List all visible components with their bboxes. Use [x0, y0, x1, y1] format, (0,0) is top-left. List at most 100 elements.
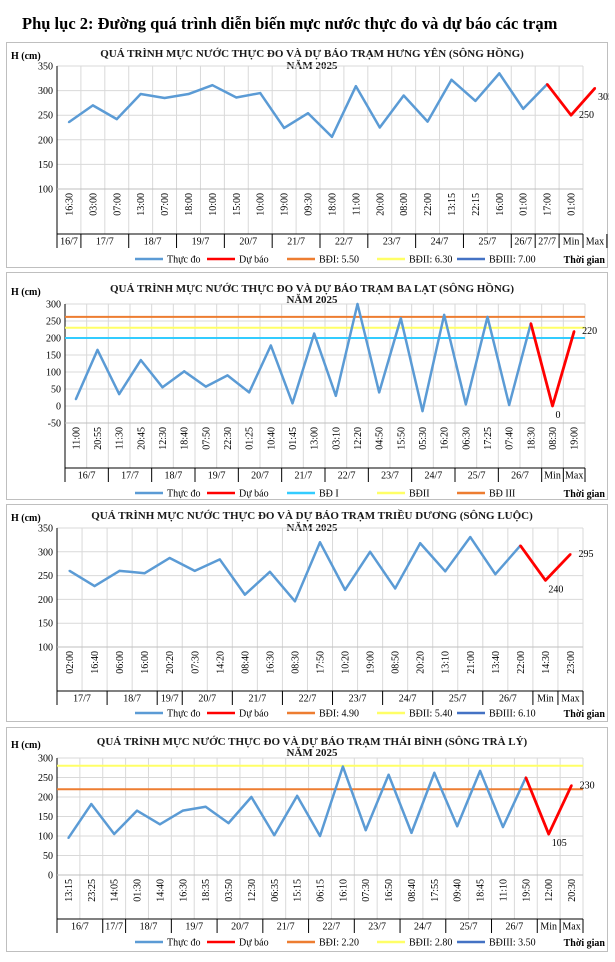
data-point-observed [93, 584, 96, 588]
data-point-observed [139, 92, 142, 96]
data-point-observed [226, 374, 229, 377]
chart-title: QUÁ TRÌNH MỰC NƯỚC THỰC ĐO VÀ DỰ BÁO TRẠ… [100, 47, 524, 60]
x-time-label: 20:20 [165, 651, 176, 674]
date-group-label: 20/7 [198, 694, 216, 705]
y-tick-label: 100 [38, 185, 53, 196]
series-line-forecast [529, 323, 576, 408]
data-point-observed [364, 829, 367, 832]
data-point-observed [318, 541, 322, 544]
legend-label: Thực đo [167, 709, 200, 720]
x-time-label: 08:40 [240, 651, 251, 674]
data-point-observed [399, 317, 402, 320]
x-time-label: 10:00 [256, 193, 267, 216]
x-time-label: 08:40 [407, 879, 418, 902]
legend-label: Dự báo [239, 938, 269, 949]
x-time-label: 11:00 [351, 193, 362, 215]
x-time-label: 08:50 [391, 651, 402, 674]
x-time-label: 17:55 [430, 879, 441, 902]
data-point-observed [211, 84, 214, 87]
chart-svg: QUÁ TRÌNH MỰC NƯỚC THỰC ĐO VÀ DỰ BÁO TRẠ… [11, 282, 605, 500]
date-group-label: Max [562, 922, 580, 933]
date-group-label: 18/7 [164, 471, 182, 482]
data-point-observed [74, 398, 77, 401]
y-tick-label: 300 [46, 300, 61, 311]
legend-label: BĐIII: 6.10 [489, 709, 536, 720]
data-point-observed [269, 344, 272, 347]
x-time-label: 07:40 [505, 427, 516, 450]
data-point-forecast [569, 114, 573, 117]
chart-panel-thai-binh: QUÁ TRÌNH MỰC NƯỚC THỰC ĐO VÀ DỰ BÁO TRẠ… [6, 727, 608, 952]
x-time-label: 15:00 [232, 193, 243, 216]
data-point-observed [501, 825, 505, 829]
x-time-label: 20:20 [416, 651, 427, 674]
legend-label: Thực đo [167, 489, 200, 500]
data-point-observed [90, 802, 93, 806]
y-tick-label: 150 [38, 619, 53, 630]
date-group-label: 25/7 [449, 694, 467, 705]
x-time-label: 15:50 [396, 427, 407, 450]
x-time-label: 08:00 [399, 193, 410, 216]
date-group-label: 23/7 [383, 237, 401, 248]
data-point-forecast [524, 776, 527, 779]
x-time-label: 20:55 [93, 427, 104, 450]
date-group-label: 21/7 [277, 922, 295, 933]
x-time-label: 07:30 [361, 879, 372, 902]
data-point-forecast [519, 544, 522, 547]
date-group-label: 22/7 [323, 922, 341, 933]
data-point-forecast [573, 330, 576, 333]
data-point-observed [464, 403, 467, 406]
date-group-label: 17/7 [73, 694, 91, 705]
forecast-value-label: 305 [598, 92, 609, 103]
date-group-label: 23/7 [381, 471, 399, 482]
data-point-observed [168, 556, 171, 560]
chart-svg: QUÁ TRÌNH MỰC NƯỚC THỰC ĐO VÀ DỰ BÁO TRẠ… [11, 735, 605, 949]
chart-subtitle: NĂM 2025 [286, 294, 338, 306]
chart-title: QUÁ TRÌNH MỰC NƯỚC THỰC ĐO VÀ DỰ BÁO TRẠ… [110, 282, 514, 295]
chart-svg: QUÁ TRÌNH MỰC NƯỚC THỰC ĐO VÀ DỰ BÁO TRẠ… [11, 509, 605, 720]
date-group-label: 22/7 [299, 694, 317, 705]
date-group-label: 20/7 [251, 471, 269, 482]
x-axis-title: Thời gian [564, 255, 606, 266]
x-time-label: 03:10 [331, 427, 342, 450]
y-tick-label: 350 [38, 524, 53, 535]
x-time-label: 07:50 [201, 427, 212, 450]
date-group-label: 17/7 [96, 237, 114, 248]
y-axis-title: H (cm) [11, 287, 41, 298]
legend-label: BĐI: 5.50 [319, 255, 359, 266]
data-point-forecast [544, 579, 547, 582]
x-time-label: 23:00 [566, 651, 577, 674]
date-group-label: Min [563, 237, 580, 248]
x-time-label: 08:30 [548, 427, 559, 450]
date-group-label: 27/7 [538, 237, 556, 248]
date-group-label: 16/7 [71, 922, 89, 933]
y-axis-title: H (cm) [11, 513, 41, 524]
data-point-observed [135, 809, 139, 812]
data-point-observed [268, 570, 272, 573]
data-point-observed [402, 94, 405, 97]
legend-label: BĐII: 5.40 [409, 709, 452, 720]
y-tick-label: 150 [46, 351, 61, 362]
data-point-observed [443, 313, 446, 316]
forecast-value-label: 0 [556, 410, 561, 421]
x-time-label: 22:00 [423, 193, 434, 216]
x-time-label: 04:50 [375, 427, 386, 450]
data-point-forecast [570, 784, 573, 787]
data-point-observed [343, 588, 347, 591]
legend-label: BĐII: 2.80 [409, 938, 452, 949]
y-tick-label: 200 [38, 595, 53, 606]
date-group-label: 21/7 [287, 237, 305, 248]
x-time-label: 03:00 [88, 193, 99, 216]
x-time-label: 12:30 [247, 879, 258, 902]
date-group-label: Min [540, 922, 557, 933]
x-time-label: 20:30 [567, 879, 578, 902]
data-point-observed [419, 542, 422, 545]
date-group-label: 24/7 [431, 237, 449, 248]
data-point-observed [115, 118, 118, 121]
date-group-label: 26/7 [514, 237, 532, 248]
date-group-label: Max [586, 237, 604, 248]
forecast-value-label: 295 [578, 549, 593, 560]
date-group-label: 25/7 [478, 237, 496, 248]
data-point-forecast [593, 87, 597, 90]
legend-label: Dự báo [239, 709, 269, 720]
data-point-observed [378, 126, 381, 129]
